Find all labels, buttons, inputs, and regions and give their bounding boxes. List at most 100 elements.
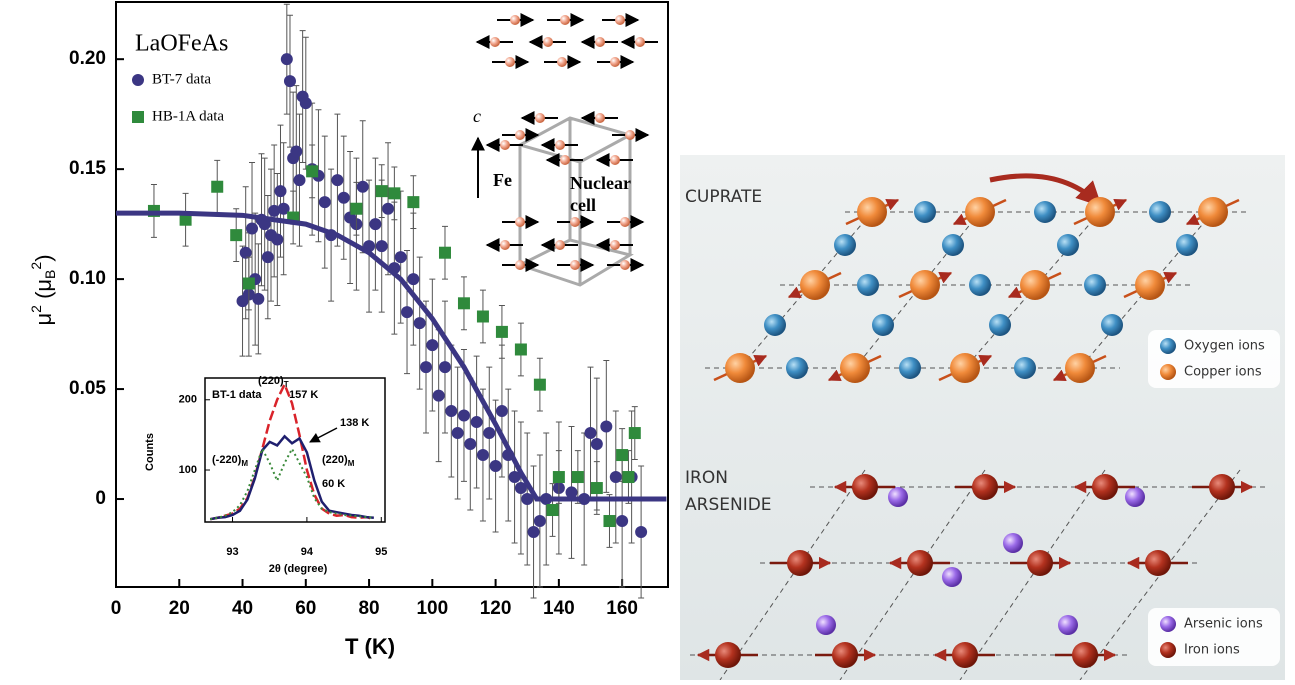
fit-line bbox=[116, 210, 667, 502]
fe-atom bbox=[595, 113, 605, 123]
fe-atom bbox=[515, 130, 525, 140]
crystal-atom-label: Fe bbox=[493, 170, 512, 190]
data-square bbox=[211, 180, 224, 193]
data-square bbox=[179, 213, 192, 226]
fe-atom bbox=[625, 130, 635, 140]
oxygen-ion bbox=[857, 274, 879, 296]
lattice-line bbox=[959, 469, 1106, 681]
iron-ion bbox=[832, 642, 858, 668]
oxygen-ion bbox=[989, 314, 1011, 336]
data-point bbox=[290, 145, 303, 158]
copper-ion bbox=[857, 197, 887, 227]
data-point bbox=[413, 317, 426, 330]
data-point bbox=[533, 515, 546, 528]
inset-x-label: 2θ (degree) bbox=[269, 563, 328, 575]
oxygen-ion bbox=[1014, 357, 1036, 379]
inset-series-label: 157 K bbox=[289, 389, 318, 401]
peak-label: (220)M bbox=[322, 454, 355, 468]
arsenic-ion bbox=[888, 487, 908, 507]
copper-ion bbox=[1198, 197, 1228, 227]
copper-ion bbox=[1085, 197, 1115, 227]
peak-label-text: (220) bbox=[322, 454, 348, 466]
y-axis-label-part: (μ bbox=[31, 279, 56, 305]
data-square bbox=[533, 378, 546, 391]
iron-ion bbox=[1072, 642, 1098, 668]
data-point bbox=[508, 471, 521, 484]
oxygen-ion bbox=[834, 234, 856, 256]
x-tick-label: 100 bbox=[416, 598, 448, 619]
peak-label-sub: M bbox=[348, 459, 355, 468]
diagram-panel: CUPRATE IRON ARSENIDE Oxygen ions Copper … bbox=[680, 155, 1285, 681]
fe-atom bbox=[560, 155, 570, 165]
arsenic-ion bbox=[1125, 487, 1145, 507]
fe-atom bbox=[535, 113, 545, 123]
fe-atom bbox=[610, 240, 620, 250]
copper-ion bbox=[1065, 353, 1095, 383]
y-axis-label-part: 2 bbox=[28, 262, 44, 270]
legend-box bbox=[1148, 608, 1280, 666]
copper-ion bbox=[840, 353, 870, 383]
x-tick-label: 40 bbox=[232, 598, 253, 619]
data-point bbox=[470, 416, 483, 429]
crystal-cell-label: cell bbox=[570, 195, 596, 215]
plot-frame bbox=[115, 1, 669, 588]
legend-swatch bbox=[1160, 616, 1176, 632]
oxygen-ion bbox=[1057, 234, 1079, 256]
iron-ion bbox=[715, 642, 741, 668]
y-axis-label: μ2 (μB2) bbox=[28, 254, 58, 325]
data-square bbox=[552, 471, 565, 484]
panel-title: CUPRATE bbox=[685, 187, 762, 207]
inset-annotation: BT-1 data bbox=[212, 389, 262, 401]
iron-ion bbox=[1209, 474, 1235, 500]
data-point bbox=[299, 97, 312, 110]
data-point bbox=[426, 339, 439, 352]
data-point bbox=[337, 191, 350, 204]
data-point bbox=[407, 273, 420, 286]
data-point bbox=[252, 292, 265, 305]
legend-label: Copper ions bbox=[1184, 365, 1262, 380]
x-tick-label: 20 bbox=[169, 598, 190, 619]
oxygen-ion bbox=[786, 357, 808, 379]
oxygen-ion bbox=[1176, 234, 1198, 256]
oxygen-ion bbox=[1101, 314, 1123, 336]
inset-series-label: 138 K bbox=[340, 417, 369, 429]
copper-ion bbox=[1020, 270, 1050, 300]
data-square bbox=[242, 277, 255, 290]
legend-marker bbox=[132, 74, 144, 86]
peak-label-sub: T bbox=[284, 380, 289, 389]
oxygen-ion bbox=[969, 274, 991, 296]
data-point bbox=[476, 449, 489, 462]
inset-x-tick-label: 94 bbox=[301, 546, 314, 558]
data-square bbox=[590, 482, 603, 495]
data-point bbox=[331, 174, 344, 187]
iron-ion bbox=[852, 474, 878, 500]
fe-atom bbox=[500, 240, 510, 250]
legend-swatch bbox=[1160, 642, 1176, 658]
legend-label: Iron ions bbox=[1184, 643, 1240, 658]
data-point bbox=[527, 526, 540, 539]
inset-x-tick-label: 95 bbox=[375, 546, 387, 558]
legend-label: BT-7 data bbox=[152, 71, 211, 87]
peak-label: (-220)M bbox=[212, 454, 248, 468]
data-point bbox=[293, 174, 306, 187]
inset-y-tick-label: 100 bbox=[179, 464, 197, 476]
fe-atom bbox=[515, 260, 525, 270]
data-square bbox=[495, 325, 508, 338]
copper-ion bbox=[965, 197, 995, 227]
data-square bbox=[628, 427, 641, 440]
x-tick-label: 160 bbox=[606, 598, 638, 619]
fe-atom bbox=[555, 140, 565, 150]
y-axis-label-part: B bbox=[42, 270, 58, 279]
data-point bbox=[584, 427, 597, 440]
fe-atom bbox=[595, 37, 605, 47]
fe-atom bbox=[560, 15, 570, 25]
fe-atom bbox=[610, 155, 620, 165]
data-point bbox=[268, 204, 281, 217]
fe-atom bbox=[635, 37, 645, 47]
legend-label: Arsenic ions bbox=[1184, 617, 1263, 632]
peak-label-text: (-220) bbox=[212, 454, 242, 466]
copper-ion bbox=[800, 270, 830, 300]
oxygen-ion bbox=[1149, 201, 1171, 223]
legend-label: HB-1A data bbox=[152, 108, 224, 124]
